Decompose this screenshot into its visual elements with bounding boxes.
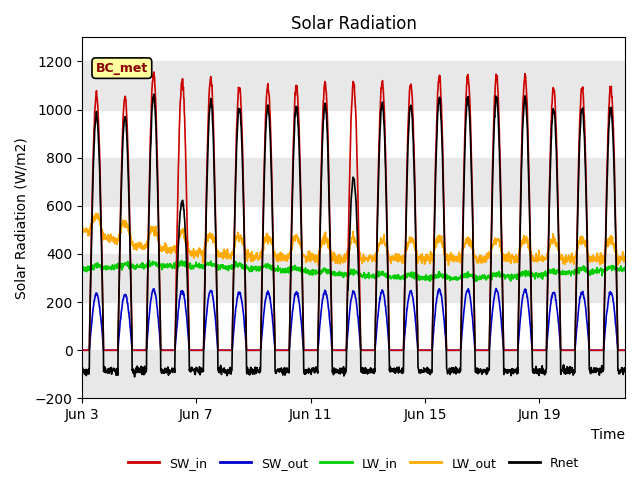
Legend: SW_in, SW_out, LW_in, LW_out, Rnet: SW_in, SW_out, LW_in, LW_out, Rnet — [123, 452, 584, 475]
Text: BC_met: BC_met — [96, 61, 148, 74]
X-axis label: Time: Time — [591, 428, 625, 442]
Bar — [82, 61, 625, 109]
Title: Solar Radiation: Solar Radiation — [291, 15, 417, 33]
Bar — [82, 350, 625, 398]
Y-axis label: Solar Radiation (W/m2): Solar Radiation (W/m2) — [15, 137, 29, 299]
Bar — [82, 158, 625, 206]
Bar — [82, 254, 625, 302]
